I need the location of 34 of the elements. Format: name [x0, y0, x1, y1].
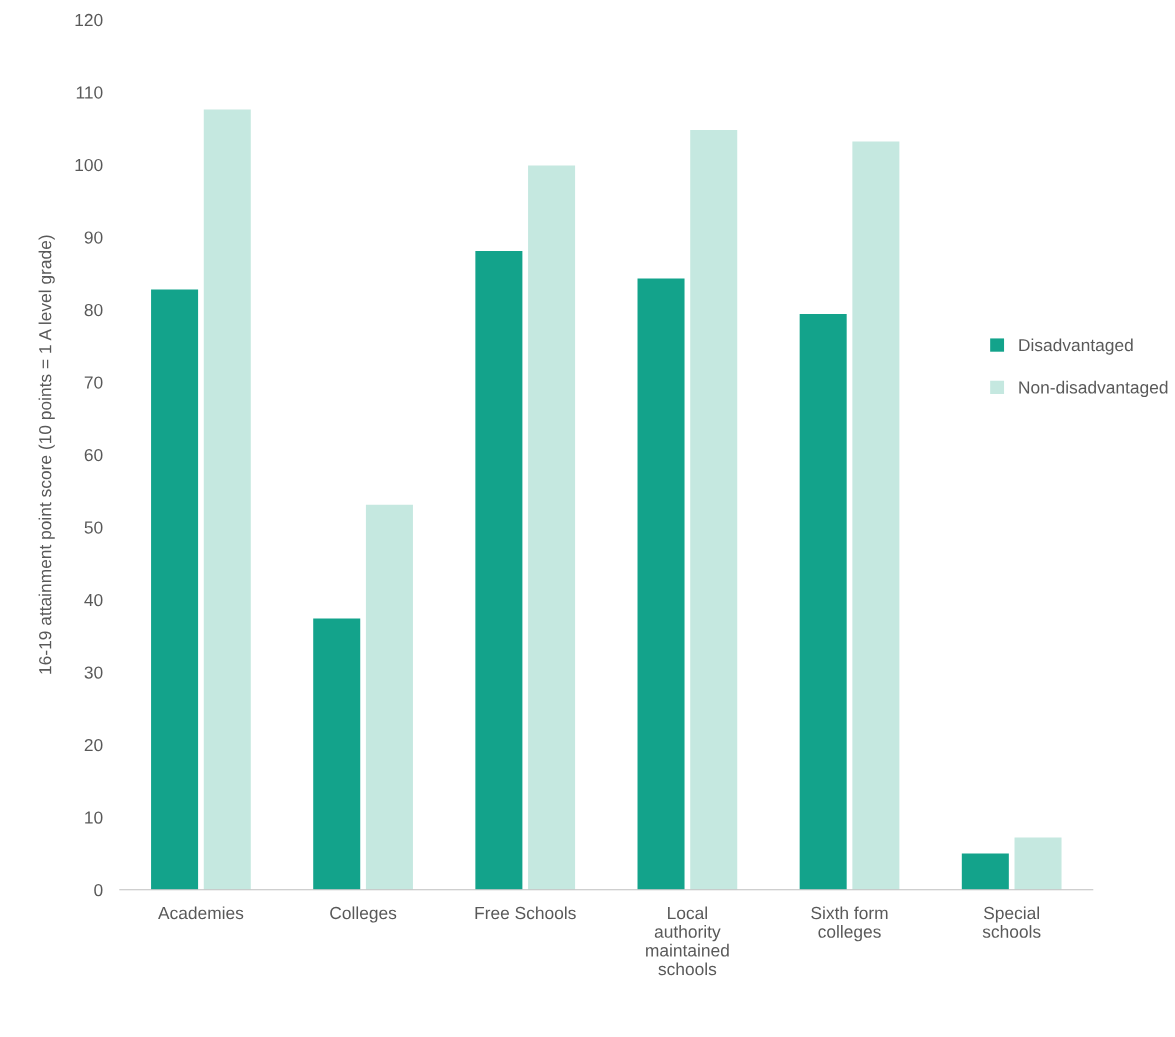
- x-tick-label: Colleges: [330, 906, 397, 923]
- y-tick-label: 80: [84, 303, 103, 317]
- bar: [961, 853, 1009, 890]
- y-tick-label: 90: [84, 231, 103, 244]
- legend-label: Non-disadvantaged: [1019, 380, 1168, 398]
- y-axis-title: 16-19 attainment point score (10 points = 1 A level grade): [38, 235, 55, 674]
- y-tick-label: 120: [75, 13, 103, 27]
- x-tick-label: Special schools: [982, 906, 1041, 938]
- y-tick-label: 50: [84, 521, 103, 534]
- bar: [852, 141, 900, 890]
- y-tick-label: 0: [94, 883, 103, 897]
- bar: [365, 504, 413, 890]
- bar: [690, 129, 738, 890]
- x-tick-label: Academies: [158, 906, 244, 920]
- y-tick-label: 30: [84, 666, 103, 679]
- y-tick-label: 70: [84, 376, 103, 389]
- y-tick-label: 40: [84, 593, 103, 607]
- x-tick-label: Free Schools: [475, 906, 576, 920]
- bar: [528, 165, 576, 890]
- legend-label: Disadvantaged: [1019, 338, 1133, 355]
- y-tick-label: 100: [75, 158, 103, 172]
- x-tick-label: Sixth form colleges: [811, 906, 888, 942]
- bar: [313, 618, 361, 890]
- y-tick-label: 60: [84, 448, 103, 462]
- y-tick-label: 110: [76, 86, 103, 99]
- bar: [799, 314, 847, 890]
- bar: [203, 109, 251, 890]
- bar: [637, 278, 685, 890]
- x-tick-label: Local authority maintained schools: [646, 906, 729, 976]
- bar: [1014, 837, 1062, 890]
- y-tick-label: 20: [84, 738, 103, 752]
- bar: [475, 250, 523, 890]
- bar: [151, 289, 199, 890]
- y-tick-label: 10: [85, 811, 103, 824]
